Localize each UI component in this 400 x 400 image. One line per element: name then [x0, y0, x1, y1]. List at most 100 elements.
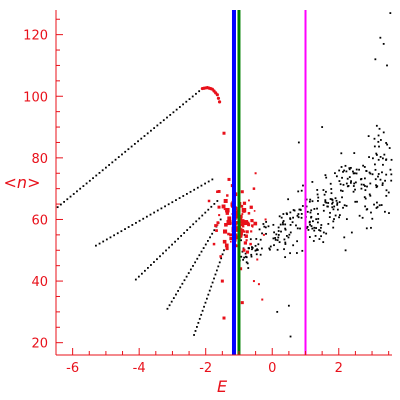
scatter-point: [312, 240, 315, 242]
scatter-point: [362, 183, 365, 186]
red-point: [224, 243, 229, 248]
curve-point: [56, 206, 59, 209]
scatter-point: [255, 238, 258, 240]
scatter-point: [255, 249, 258, 252]
scatter-point: [374, 163, 376, 166]
curve-point: [182, 103, 184, 106]
red-point: [223, 198, 228, 203]
scatter-point: [322, 189, 325, 191]
scatter-point: [284, 227, 287, 230]
scatter-point: [322, 204, 325, 206]
curve-point: [179, 286, 182, 289]
red-point: [242, 248, 245, 251]
red-point: [227, 222, 230, 226]
scatter-point: [297, 216, 300, 219]
curve-point: [196, 326, 198, 328]
curve-point: [221, 253, 224, 256]
scatter-point: [259, 238, 262, 241]
red-point: [221, 204, 226, 209]
curve-point: [172, 111, 175, 114]
scatter-point: [332, 226, 335, 229]
curve-point: [185, 100, 188, 103]
scatter-point: [287, 198, 290, 201]
red-point: [240, 190, 244, 194]
scatter-point: [384, 179, 386, 182]
curve-point: [171, 201, 174, 204]
scatter-point: [317, 200, 319, 202]
x-tick-label: 2: [335, 361, 343, 376]
curve-point: [114, 158, 117, 161]
red-point: [222, 316, 226, 320]
scatter-point: [328, 216, 331, 218]
scatter-point: [297, 213, 300, 215]
scatter-point: [339, 183, 342, 186]
red-point: [247, 223, 251, 227]
curve-point: [206, 240, 209, 242]
red-point: [245, 250, 250, 254]
scatter-point: [254, 244, 257, 247]
scatter-point: [342, 170, 344, 173]
curve-point: [137, 140, 139, 143]
scatter-point: [354, 188, 356, 191]
scatter-point: [341, 176, 343, 179]
curve-point: [169, 114, 172, 116]
scatter-point: [283, 248, 285, 251]
scatter-point: [375, 154, 378, 156]
curve-point: [180, 234, 183, 237]
scatter-point: [349, 166, 352, 169]
scatter-point: [310, 209, 313, 212]
scatter-point: [307, 229, 310, 231]
scatter-point: [387, 191, 390, 194]
scatter-point: [341, 196, 343, 199]
red-point: [234, 244, 238, 248]
curve-point: [189, 226, 192, 229]
scatter-point: [382, 42, 385, 45]
scatter-point: [348, 167, 351, 170]
scatter-point: [296, 240, 299, 243]
scatter-point: [316, 193, 319, 196]
curve-point: [159, 255, 161, 258]
curve-point: [196, 186, 199, 189]
scatter-point: [263, 225, 266, 228]
scatter-point: [385, 142, 388, 144]
scatter-point: [325, 201, 328, 204]
curve-point: [185, 275, 188, 278]
scatter-point: [297, 141, 300, 144]
scatter-point: [348, 168, 351, 171]
scatter-point: [244, 252, 247, 255]
scatter-point: [352, 185, 355, 187]
scatter-point: [296, 252, 298, 254]
curve-point: [183, 232, 186, 234]
scatter-point: [355, 172, 358, 175]
curve-point: [149, 213, 152, 216]
curve-point: [131, 224, 134, 226]
scatter-point: [352, 170, 354, 173]
scatter-point: [274, 237, 277, 239]
red-point: [238, 214, 243, 219]
scatter-point: [320, 224, 323, 226]
scatter-point: [274, 238, 277, 241]
y-tick-label: 40: [31, 275, 48, 290]
red-point: [244, 234, 248, 238]
scatter-point: [343, 169, 345, 172]
scatter-point: [343, 236, 346, 239]
curve-point: [116, 232, 119, 235]
curve-point: [127, 148, 130, 151]
scatter-point: [389, 12, 392, 14]
curve-point: [177, 290, 179, 292]
scatter-point: [375, 184, 377, 187]
red-point: [219, 255, 222, 258]
curve-point: [102, 240, 105, 243]
scatter-point: [273, 244, 275, 247]
scatter-point: [375, 152, 378, 155]
scatter-point: [379, 156, 382, 158]
scatter-point: [306, 210, 309, 213]
curve-point: [111, 161, 114, 164]
scatter-point: [254, 249, 257, 252]
curve-point: [95, 174, 98, 177]
curve-point: [162, 119, 165, 122]
scatter-point: [341, 190, 344, 192]
scatter-point: [300, 213, 303, 215]
scatter-point: [277, 236, 280, 239]
curve-point: [196, 257, 199, 260]
